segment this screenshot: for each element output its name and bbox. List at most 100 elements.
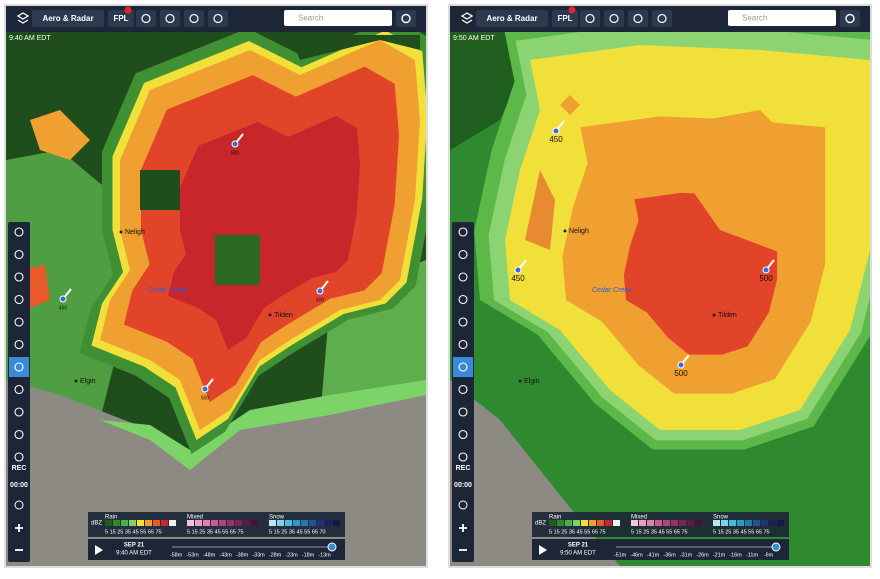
play-button[interactable] (539, 545, 547, 555)
altitude-label: 500 (316, 297, 325, 303)
toolbar-button[interactable] (136, 10, 156, 27)
tool-button[interactable] (453, 222, 473, 242)
rec-button[interactable]: REC (12, 465, 27, 472)
tool-button[interactable] (9, 334, 29, 355)
search-box[interactable] (284, 10, 392, 26)
timestamp: 9:50 AM EDT (453, 35, 495, 42)
legend-group: Mixed (631, 515, 647, 521)
toolbar-button[interactable] (652, 10, 672, 27)
play-button[interactable] (95, 545, 103, 555)
map (450, 32, 870, 566)
legend-group: Snow (269, 515, 285, 521)
tool-button[interactable] (453, 244, 473, 265)
tool-button[interactable] (9, 402, 29, 422)
radar-cell (650, 110, 820, 260)
layers-icon[interactable] (460, 12, 474, 24)
tool-button[interactable] (9, 379, 29, 400)
legend-swatch (169, 520, 176, 526)
timeline-date: SEP 21 (568, 543, 589, 549)
legend-swatch (153, 520, 160, 526)
legend-scale: 5 15 25 35 45 55 65 75 (187, 529, 244, 535)
tool-button[interactable] (453, 402, 473, 422)
legend-swatch (663, 520, 670, 526)
tool-icon (458, 339, 468, 350)
legend-scale: 5 15 25 35 45 55 65 75 (549, 529, 606, 535)
legend-swatch (235, 520, 242, 526)
toolbar-button[interactable] (580, 10, 600, 27)
legend-swatch (211, 520, 218, 526)
tool-button[interactable] (9, 289, 29, 310)
panel: Aero & Radar FPL Search 9:40 AM EDT Neligh Ce… (4, 4, 428, 568)
timeline-date: SEP 21 (124, 543, 145, 549)
legend-swatch (105, 520, 112, 526)
timeline-tick: -26m (696, 552, 709, 558)
route-icon[interactable] (458, 500, 468, 510)
toolbar-button[interactable] (604, 10, 624, 27)
altitude-label: 450 (549, 135, 563, 144)
tool-button[interactable] (453, 334, 473, 355)
legend-swatch (195, 520, 202, 526)
legend-scale: 5 15 25 35 45 55 65 70 (269, 529, 326, 535)
route-icon[interactable] (14, 500, 24, 510)
legend-scale: 5 15 25 35 45 55 65 75 (631, 529, 688, 535)
tool-button[interactable] (453, 289, 473, 310)
toolbar-button[interactable] (628, 10, 648, 27)
tool-button[interactable] (453, 424, 473, 445)
tool-button[interactable] (453, 357, 473, 377)
legend-swatch (137, 520, 144, 526)
settings-button[interactable] (396, 10, 416, 27)
settings-button[interactable] (840, 10, 860, 27)
tool-button[interactable] (453, 379, 473, 400)
toolbar-icon (609, 13, 619, 24)
legend-swatch (277, 520, 284, 526)
tool-icon (14, 429, 24, 440)
toolbar-button[interactable] (160, 10, 180, 27)
tool-icon (14, 227, 24, 237)
timeline-tick: -53m (186, 552, 199, 558)
view-button[interactable] (476, 10, 548, 27)
layers-icon[interactable] (16, 12, 30, 24)
tool-icon (14, 317, 24, 327)
legend-swatch (557, 520, 564, 526)
legend-swatch (647, 520, 654, 526)
legend-swatch (317, 520, 324, 526)
tool-icon (14, 384, 24, 395)
tool-button[interactable] (9, 312, 29, 332)
altitude-label: 450 (511, 274, 525, 283)
wind-station (514, 266, 522, 274)
timeline-time: 9:40 AM EDT (116, 551, 152, 557)
toolbar-button[interactable] (184, 10, 204, 27)
tool-button[interactable] (9, 244, 29, 265)
legend-swatch (613, 520, 620, 526)
legend-swatch (113, 520, 120, 526)
timeline-knob[interactable] (327, 542, 337, 552)
panel-frame (4, 4, 428, 568)
timeline-knob[interactable] (771, 542, 781, 552)
tool-button[interactable] (453, 447, 473, 467)
view-button[interactable] (32, 10, 104, 27)
fpl-button[interactable] (552, 10, 578, 27)
legend-swatch (129, 520, 136, 526)
toolbar-icon (165, 13, 175, 24)
altitude-label: 450 (59, 305, 68, 311)
tool-button[interactable] (453, 312, 473, 332)
toolbar-button[interactable] (208, 10, 228, 27)
fpl-button[interactable] (108, 10, 134, 27)
zoom-in[interactable] (15, 524, 23, 532)
tool-button[interactable] (9, 357, 29, 377)
search-box[interactable] (728, 10, 836, 26)
tool-button[interactable] (453, 267, 473, 287)
zoom-in[interactable] (459, 524, 467, 532)
tool-button[interactable] (9, 267, 29, 287)
legend-group: Snow (713, 515, 729, 521)
radar-cell (30, 110, 90, 160)
tool-button[interactable] (9, 424, 29, 445)
tool-icon (458, 272, 468, 282)
precip-edge (100, 380, 426, 470)
rec-button[interactable]: REC (456, 465, 471, 472)
settings-icon (401, 13, 411, 24)
tool-button[interactable] (9, 222, 29, 242)
tool-button[interactable] (9, 447, 29, 467)
legend-swatch (121, 520, 128, 526)
